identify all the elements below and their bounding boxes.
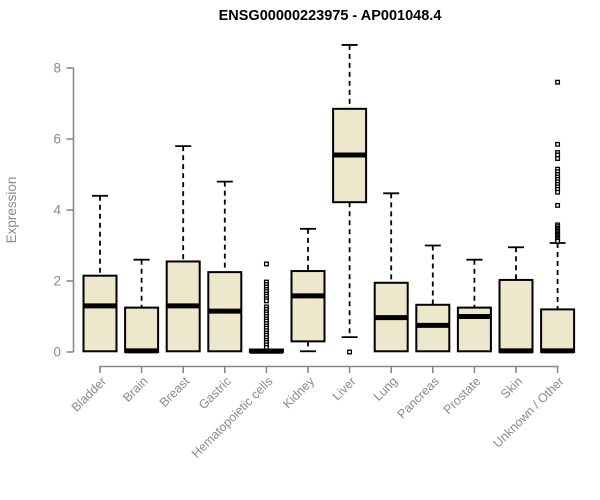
box-breast: [165, 145, 201, 353]
outlier-point: [263, 261, 269, 267]
y-tick-label: 4: [53, 203, 61, 218]
y-tick-label: 8: [53, 61, 61, 76]
iqr-box: [415, 303, 451, 353]
box-prostate: [456, 258, 492, 353]
outlier-point: [555, 79, 561, 85]
x-tick-label: Gastric: [196, 374, 234, 412]
x-tick-label: Prostate: [441, 374, 484, 417]
box-brain: [124, 258, 160, 354]
y-tick-label: 0: [53, 345, 61, 360]
y-axis-label: Expression: [4, 177, 19, 244]
x-tick-label: Breast: [157, 374, 193, 410]
y-tick-label: 6: [53, 132, 61, 147]
x-tick-label: Hematopoietic cells: [189, 374, 276, 461]
box-bladder: [82, 194, 118, 353]
y-tick-label: 2: [53, 274, 61, 289]
x-tick-label: Skin: [498, 374, 525, 401]
box-liver: [332, 44, 368, 355]
outlier-point: [555, 238, 561, 244]
iqr-box: [124, 306, 160, 353]
box-lung: [373, 192, 409, 353]
plot-area: 0 2 4 6 8 Bladder Brain Breast GastricHematopoie…: [53, 44, 576, 461]
x-tick-label: Lung: [371, 374, 401, 404]
x-tick-label: Bladder: [69, 374, 109, 414]
outlier-point: [347, 349, 353, 355]
x-tick-label: Unknown / Other: [490, 374, 566, 450]
box-hematopoietic-cells: [248, 261, 284, 354]
x-tick-label: Pancreas: [395, 374, 442, 421]
box-unknown-other: [540, 79, 576, 354]
box-gastric: [207, 180, 243, 353]
x-tick-label: Kidney: [280, 374, 317, 411]
outlier-point: [263, 344, 269, 350]
iqr-box: [498, 278, 534, 353]
outlier-point: [555, 156, 561, 161]
x-tick-label: Brain: [120, 374, 151, 405]
box-kidney: [290, 227, 326, 353]
outlier-point: [555, 141, 561, 147]
outlier-point: [555, 189, 561, 195]
box-skin: [498, 246, 534, 354]
box-pancreas: [415, 244, 451, 353]
x-tick-label: Liver: [330, 374, 359, 403]
outlier-point: [555, 202, 561, 208]
outlier-point: [263, 298, 269, 304]
chart-title: ENSG00000223975 - AP001048.4: [219, 8, 442, 24]
iqr-box: [540, 308, 576, 353]
y-axis: 0 2 4 6 8: [53, 61, 75, 360]
iqr-box: [290, 270, 326, 343]
iqr-box: [82, 274, 118, 353]
